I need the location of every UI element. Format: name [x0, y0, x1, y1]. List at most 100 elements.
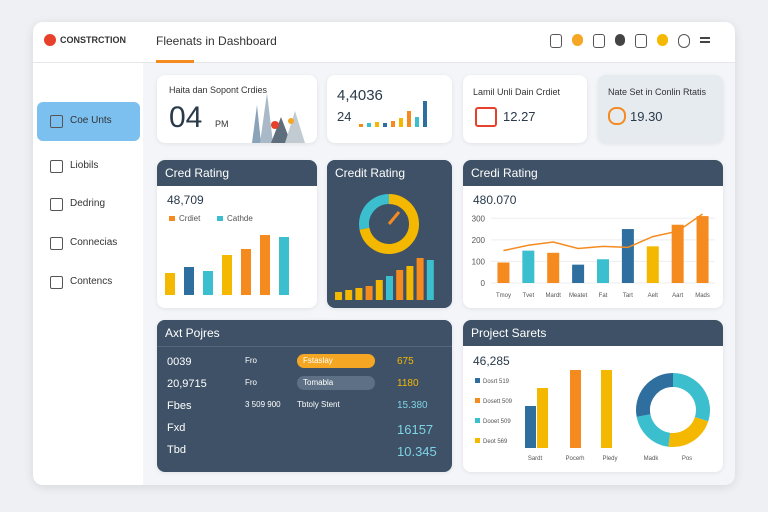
card-value: 48,709: [167, 193, 204, 207]
icon[interactable]: [635, 34, 648, 48]
legend-swatch: [217, 216, 223, 221]
donut-segment: [636, 413, 671, 447]
card-header: Credit Rating: [327, 160, 452, 186]
nav-item[interactable]: Dedring: [70, 198, 106, 209]
card-value: 46,285: [473, 354, 510, 368]
gauge-arc: [359, 194, 419, 254]
cell: Tbd: [167, 444, 186, 456]
brand: CONSTRCTION: [60, 35, 126, 45]
card-header: Credi Rating: [463, 160, 723, 186]
bar: [375, 280, 383, 300]
x-tick-label: Tmoy: [496, 293, 511, 299]
legend-label: Dosrt 519: [483, 379, 510, 385]
bar: [696, 216, 709, 283]
cell: Fxd: [167, 422, 186, 434]
logo: [44, 34, 56, 46]
cell: 10.345: [397, 444, 437, 459]
x-tick-label: Sardt: [528, 456, 543, 462]
card-title: Lamil Unli Dain Crdiet: [473, 87, 561, 97]
icon[interactable]: [677, 34, 690, 48]
nav-item[interactable]: Contencs: [70, 276, 113, 287]
card-header: Axt Pojres: [157, 320, 452, 347]
bar: [345, 290, 353, 300]
bar: [406, 266, 414, 300]
cell: 15.380: [397, 400, 428, 411]
bar: [222, 255, 232, 295]
bar: [391, 121, 395, 127]
card-header: Cred Rating: [157, 160, 317, 186]
icon[interactable]: [657, 34, 668, 46]
card-sub: 24: [337, 109, 352, 124]
nav-item[interactable]: Liobils: [70, 160, 99, 171]
cell: 20,9715: [167, 378, 207, 390]
bar: [383, 123, 387, 127]
card-sets: Project Sarets 46,285 Dosrt 519 Dosett 50…: [463, 320, 723, 472]
card-value: 04: [169, 101, 203, 134]
tab-underline: [156, 60, 194, 63]
y-tick-label: 300: [472, 214, 486, 223]
bar: [386, 276, 393, 300]
bar: [570, 370, 581, 448]
cell: Fbes: [167, 400, 192, 412]
menu[interactable]: [699, 37, 710, 43]
bar: [547, 252, 560, 283]
cell: Fro: [245, 378, 257, 387]
legend-label: Crdiet: [179, 214, 201, 223]
status-pill: Fstaslay: [297, 354, 375, 368]
nav-item[interactable]: Connecias: [70, 237, 118, 248]
card-unit: PM: [215, 119, 229, 129]
icon[interactable]: [572, 34, 583, 46]
bar: [365, 286, 373, 300]
x-tick-label: Madk: [644, 456, 660, 462]
line: [503, 213, 703, 252]
gauge-arc: [359, 194, 390, 230]
gauge-chart: [335, 194, 434, 300]
toolbar: [550, 34, 710, 48]
nav-icon: [50, 160, 63, 173]
bar-donut-chart: Dosrt 519 Dosett 509 Dooet 509 Deot 569 Sard…: [475, 370, 710, 462]
bar: [359, 124, 363, 127]
card-rating: Cred Rating 48,709 Crdiet Cathde: [157, 160, 317, 308]
bar: [572, 264, 585, 283]
tab[interactable]: Fleenats in Dashboard: [156, 34, 277, 48]
sidebar-active: [37, 102, 140, 141]
icon: [608, 107, 626, 125]
bar: [415, 117, 419, 127]
cell: Fro: [245, 356, 257, 365]
cell: 16157: [397, 422, 434, 437]
x-tick-label: Fat: [599, 293, 608, 299]
x-tick-label: Mardt: [546, 293, 562, 299]
x-tick-label: Tvet: [522, 293, 534, 299]
donut-segment: [668, 416, 709, 447]
bar: [203, 271, 213, 295]
cell: Tbtoly Stent: [297, 400, 340, 409]
icon[interactable]: [550, 34, 563, 48]
bar: [335, 292, 342, 300]
legend-label: Deot 569: [483, 439, 508, 445]
icon[interactable]: [614, 34, 625, 46]
donut-segment: [672, 373, 710, 422]
bar: [279, 237, 289, 295]
icon: [475, 107, 497, 127]
x-tick-label: Aelt: [648, 293, 659, 299]
nav-icon: [50, 276, 63, 289]
legend-swatch: [475, 378, 480, 383]
x-tick-label: Mads: [695, 293, 710, 299]
bar: [184, 267, 194, 295]
nav-icon: [50, 198, 63, 211]
needle: [387, 211, 401, 225]
card-value: 480.070: [473, 193, 517, 207]
nav-item[interactable]: Coe Unts: [70, 115, 112, 126]
card-rates: Nate Set in Conlin Rtatis 19.30: [598, 75, 723, 143]
card-value: 12.27: [503, 109, 536, 124]
cell: 675: [397, 356, 414, 367]
x-tick-label: Pocerh: [565, 456, 584, 462]
bar: [396, 270, 404, 300]
bar: [407, 111, 411, 127]
x-tick-label: Pledy: [602, 456, 617, 462]
bar: [525, 406, 536, 448]
card-title: Haita dan Sopont Crdies: [169, 85, 268, 95]
bar: [375, 122, 379, 127]
icon[interactable]: [592, 34, 605, 48]
bar: [416, 258, 424, 300]
